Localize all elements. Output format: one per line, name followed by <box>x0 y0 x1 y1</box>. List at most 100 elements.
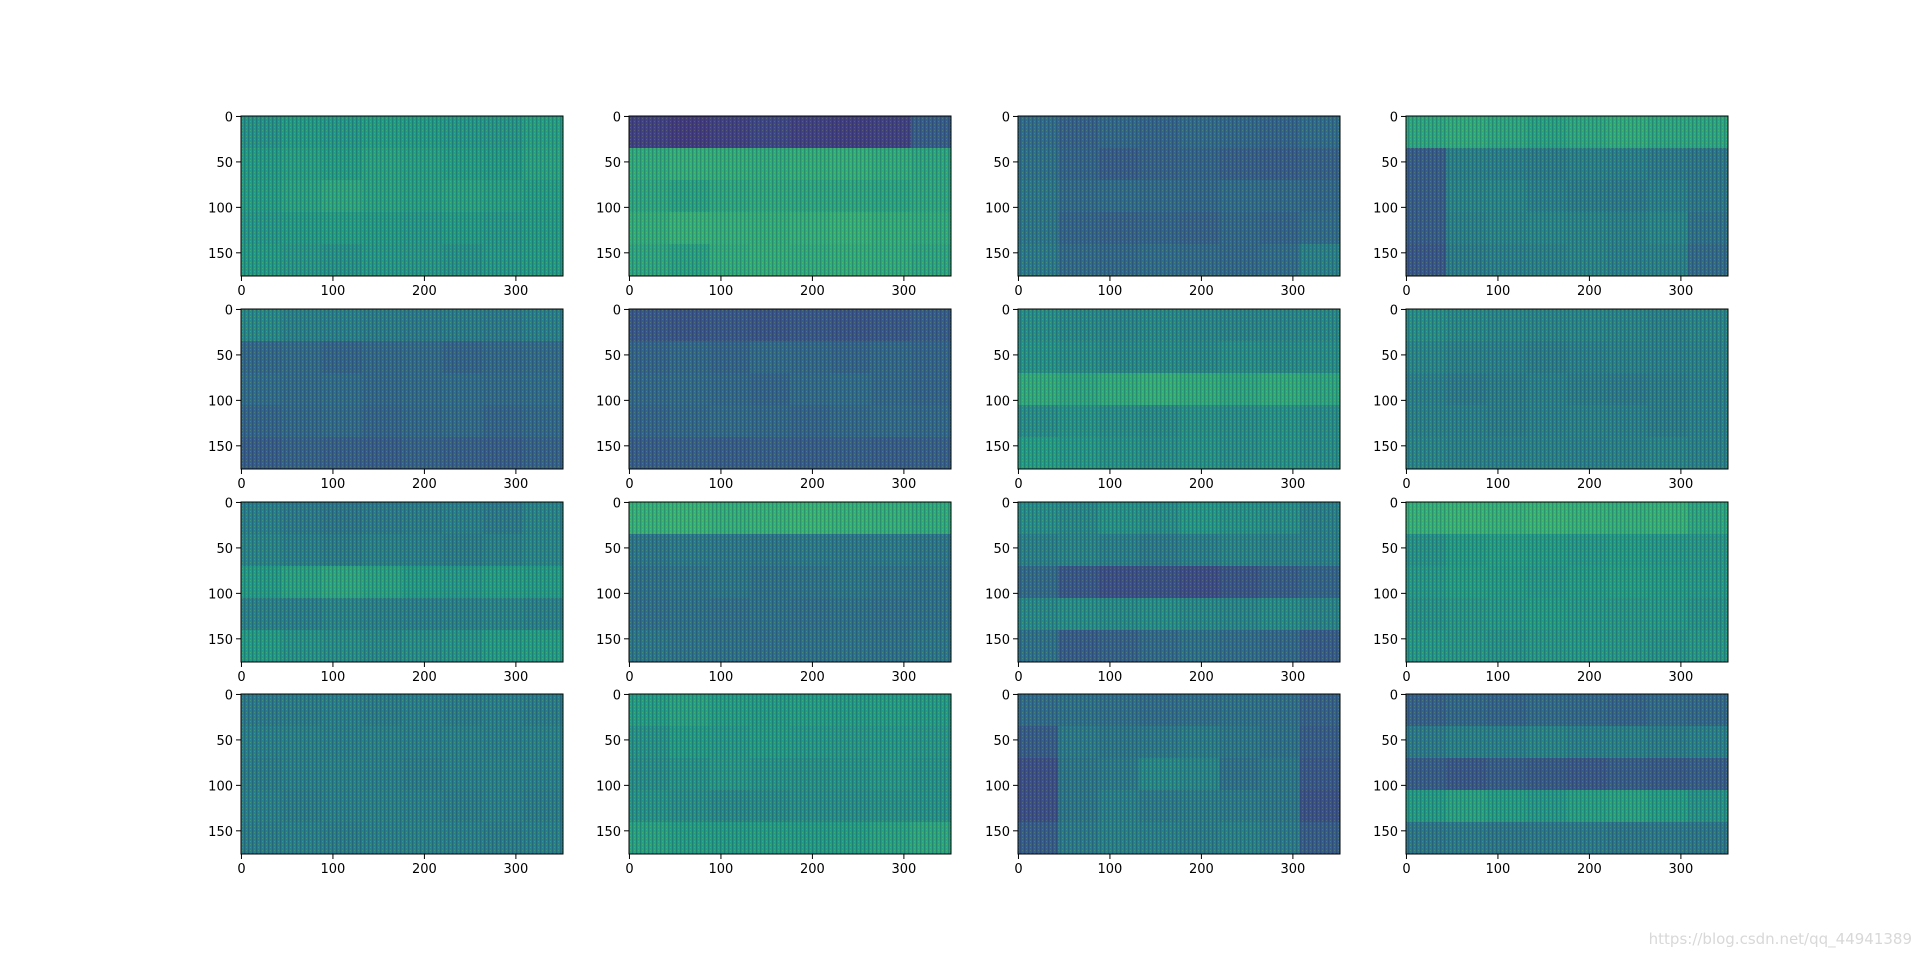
y-tick-label: 50 <box>604 734 621 749</box>
x-tick-label: 100 <box>321 670 346 685</box>
x-tick-label: 0 <box>237 862 245 877</box>
y-tick-label: 50 <box>604 156 621 171</box>
axes-frame <box>628 693 952 855</box>
y-tick-label: 100 <box>1373 779 1398 794</box>
x-tick-label: 300 <box>1280 284 1305 299</box>
x-tick-label: 300 <box>891 862 916 877</box>
y-tick-label: 150 <box>1373 633 1398 648</box>
axes-frame <box>1405 308 1729 470</box>
axes-frame <box>1017 693 1341 855</box>
y-tick-label: 0 <box>1390 688 1398 703</box>
y-tick-label: 50 <box>604 542 621 557</box>
texture <box>241 309 563 469</box>
y-tick-label: 100 <box>985 394 1010 409</box>
y-tick-label: 50 <box>1381 156 1398 171</box>
subplot: 0 100 200 300 0 50 100 150 <box>985 688 1341 877</box>
x-tick-label: 200 <box>800 862 825 877</box>
x-tick-label: 300 <box>503 284 528 299</box>
x-tick-label: 100 <box>321 862 346 877</box>
texture <box>1406 309 1728 469</box>
y-tick-label: 150 <box>208 440 233 455</box>
subplot: 0 100 200 300 0 50 100 150 <box>208 303 564 492</box>
y-tick-label: 100 <box>596 779 621 794</box>
x-tick-label: 200 <box>800 477 825 492</box>
x-tick-label: 100 <box>709 477 734 492</box>
subplot: 0 100 200 300 0 50 100 150 <box>208 688 564 877</box>
x-tick-label: 200 <box>1189 284 1214 299</box>
x-tick-label: 0 <box>1014 862 1022 877</box>
y-tick-label: 150 <box>985 440 1010 455</box>
y-tick-label: 150 <box>985 633 1010 648</box>
x-tick-label: 0 <box>237 477 245 492</box>
x-tick-label: 0 <box>237 670 245 685</box>
texture <box>1406 116 1728 276</box>
y-tick-label: 0 <box>1390 496 1398 511</box>
x-tick-label: 200 <box>800 284 825 299</box>
y-tick-label: 150 <box>596 440 621 455</box>
subplot: 0 100 200 300 0 50 100 150 <box>208 110 564 299</box>
x-tick-label: 100 <box>1098 477 1123 492</box>
subplot: 0 100 200 300 0 50 100 150 <box>596 303 952 492</box>
x-tick-label: 100 <box>709 862 734 877</box>
y-tick-label: 100 <box>985 201 1010 216</box>
x-tick-label: 100 <box>321 284 346 299</box>
y-tick-label: 50 <box>993 542 1010 557</box>
subplot: 0 100 200 300 0 50 100 150 <box>596 688 952 877</box>
y-tick-label: 0 <box>1002 303 1010 318</box>
y-tick-label: 50 <box>993 349 1010 364</box>
x-tick-label: 300 <box>891 670 916 685</box>
axes-frame <box>628 115 952 277</box>
x-tick-label: 300 <box>503 477 528 492</box>
x-tick-label: 300 <box>891 477 916 492</box>
y-tick-label: 150 <box>985 247 1010 262</box>
x-tick-label: 300 <box>1668 477 1693 492</box>
x-tick-label: 100 <box>1486 670 1511 685</box>
y-tick-label: 50 <box>1381 349 1398 364</box>
y-tick-label: 100 <box>596 201 621 216</box>
x-tick-label: 200 <box>1189 477 1214 492</box>
axes-frame <box>1405 693 1729 855</box>
watermark: https://blog.csdn.net/qq_44941389 <box>1649 930 1912 949</box>
texture <box>1018 694 1340 854</box>
x-tick-label: 0 <box>625 862 633 877</box>
y-tick-label: 100 <box>596 587 621 602</box>
axes-frame <box>1405 501 1729 663</box>
y-tick-label: 150 <box>208 633 233 648</box>
y-tick-label: 0 <box>225 496 233 511</box>
y-tick-label: 0 <box>613 110 621 125</box>
x-tick-label: 300 <box>1668 670 1693 685</box>
texture <box>1018 116 1340 276</box>
subplot: 0 100 200 300 0 50 100 150 <box>1373 688 1729 877</box>
y-tick-label: 100 <box>208 394 233 409</box>
subplot: 0 100 200 300 0 50 100 150 <box>208 496 564 685</box>
y-tick-label: 0 <box>225 110 233 125</box>
x-tick-label: 200 <box>412 862 437 877</box>
subplot: 0 100 200 300 0 50 100 150 <box>985 303 1341 492</box>
y-tick-label: 150 <box>1373 247 1398 262</box>
x-tick-label: 0 <box>625 284 633 299</box>
y-tick-label: 0 <box>613 496 621 511</box>
y-tick-label: 150 <box>1373 825 1398 840</box>
y-tick-label: 50 <box>216 349 233 364</box>
y-tick-label: 150 <box>596 247 621 262</box>
subplot: 0 100 200 300 0 50 100 150 <box>1373 303 1729 492</box>
texture <box>1406 694 1728 854</box>
y-tick-label: 100 <box>985 587 1010 602</box>
y-tick-label: 100 <box>1373 201 1398 216</box>
subplot: 0 100 200 300 0 50 100 150 <box>985 110 1341 299</box>
y-tick-label: 50 <box>216 542 233 557</box>
x-tick-label: 200 <box>1577 862 1602 877</box>
x-tick-label: 200 <box>1189 862 1214 877</box>
axes-frame <box>240 115 564 277</box>
y-tick-label: 50 <box>216 156 233 171</box>
y-tick-label: 0 <box>1390 303 1398 318</box>
axes-frame <box>628 308 952 470</box>
x-tick-label: 200 <box>412 284 437 299</box>
y-tick-label: 100 <box>1373 587 1398 602</box>
axes-frame <box>1017 115 1341 277</box>
y-tick-label: 0 <box>613 303 621 318</box>
y-tick-label: 150 <box>596 633 621 648</box>
y-tick-label: 50 <box>1381 734 1398 749</box>
x-tick-label: 100 <box>321 477 346 492</box>
x-tick-label: 0 <box>237 284 245 299</box>
